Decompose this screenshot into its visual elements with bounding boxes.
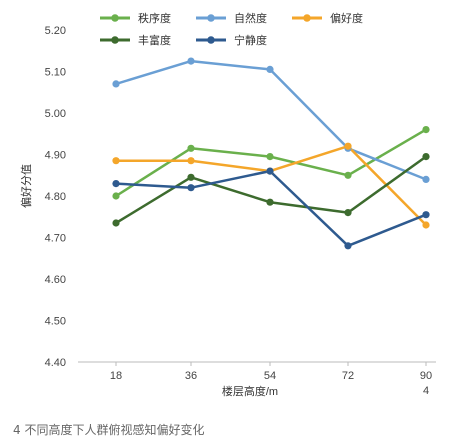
data-point [266, 167, 274, 175]
y-tick-label: 4.50 [45, 316, 66, 328]
legend-marker [207, 14, 215, 22]
data-point [187, 57, 195, 65]
x-tick-label: 18 [110, 370, 122, 382]
data-point [422, 211, 430, 219]
data-point [344, 171, 352, 179]
y-axis-title: 偏好分值 [19, 164, 33, 208]
y-tick-label: 4.40 [45, 357, 66, 369]
legend-marker [207, 36, 215, 44]
data-point [422, 153, 430, 161]
y-tick-label: 4.90 [45, 150, 66, 162]
legend-label: 自然度 [234, 11, 267, 25]
y-tick-label: 4.80 [45, 191, 66, 203]
data-point [266, 65, 274, 73]
y-tick-label: 4.60 [45, 274, 66, 286]
legend-label: 宁静度 [234, 33, 267, 47]
data-point [112, 80, 120, 88]
series-line [115, 169, 427, 248]
data-point [187, 173, 195, 181]
legend-marker [111, 14, 119, 22]
legend-label: 秩序度 [138, 11, 171, 25]
data-point [422, 126, 430, 134]
legend-marker [303, 14, 311, 22]
series-points [112, 57, 430, 250]
y-tick-label: 5.00 [45, 108, 66, 120]
data-point [187, 184, 195, 192]
y-tick-label: 5.10 [45, 67, 66, 79]
y-tick-label: 4.70 [45, 233, 66, 245]
x-tick-label: 36 [185, 370, 197, 382]
chart-axes: 4.40 4.50 4.60 4.70 4.80 4.90 5.00 5.10 5.20 18 36… [45, 25, 436, 382]
x-axis-extra-label: 4 [423, 385, 429, 397]
data-point [344, 209, 352, 217]
data-point [266, 153, 274, 161]
legend-label: 偏好度 [330, 11, 363, 25]
data-point [422, 175, 430, 183]
data-point [187, 157, 195, 165]
figure-caption: 4 不同高度下人群俯视感知偏好变化 [13, 423, 205, 437]
data-point [187, 144, 195, 152]
x-tick-label: 72 [342, 370, 354, 382]
data-point [422, 221, 430, 229]
data-point [112, 180, 120, 188]
data-point [344, 142, 352, 150]
x-axis-title: 楼层高度/m [222, 384, 278, 398]
y-tick-label: 5.20 [45, 25, 66, 37]
x-tick-label: 54 [264, 370, 276, 382]
data-point [112, 219, 120, 227]
x-tick-label: 90 [420, 370, 432, 382]
data-point [112, 192, 120, 200]
data-point [266, 198, 274, 206]
data-point [112, 157, 120, 165]
legend-marker [111, 36, 119, 44]
data-point [344, 242, 352, 250]
legend-label: 丰富度 [138, 33, 171, 47]
